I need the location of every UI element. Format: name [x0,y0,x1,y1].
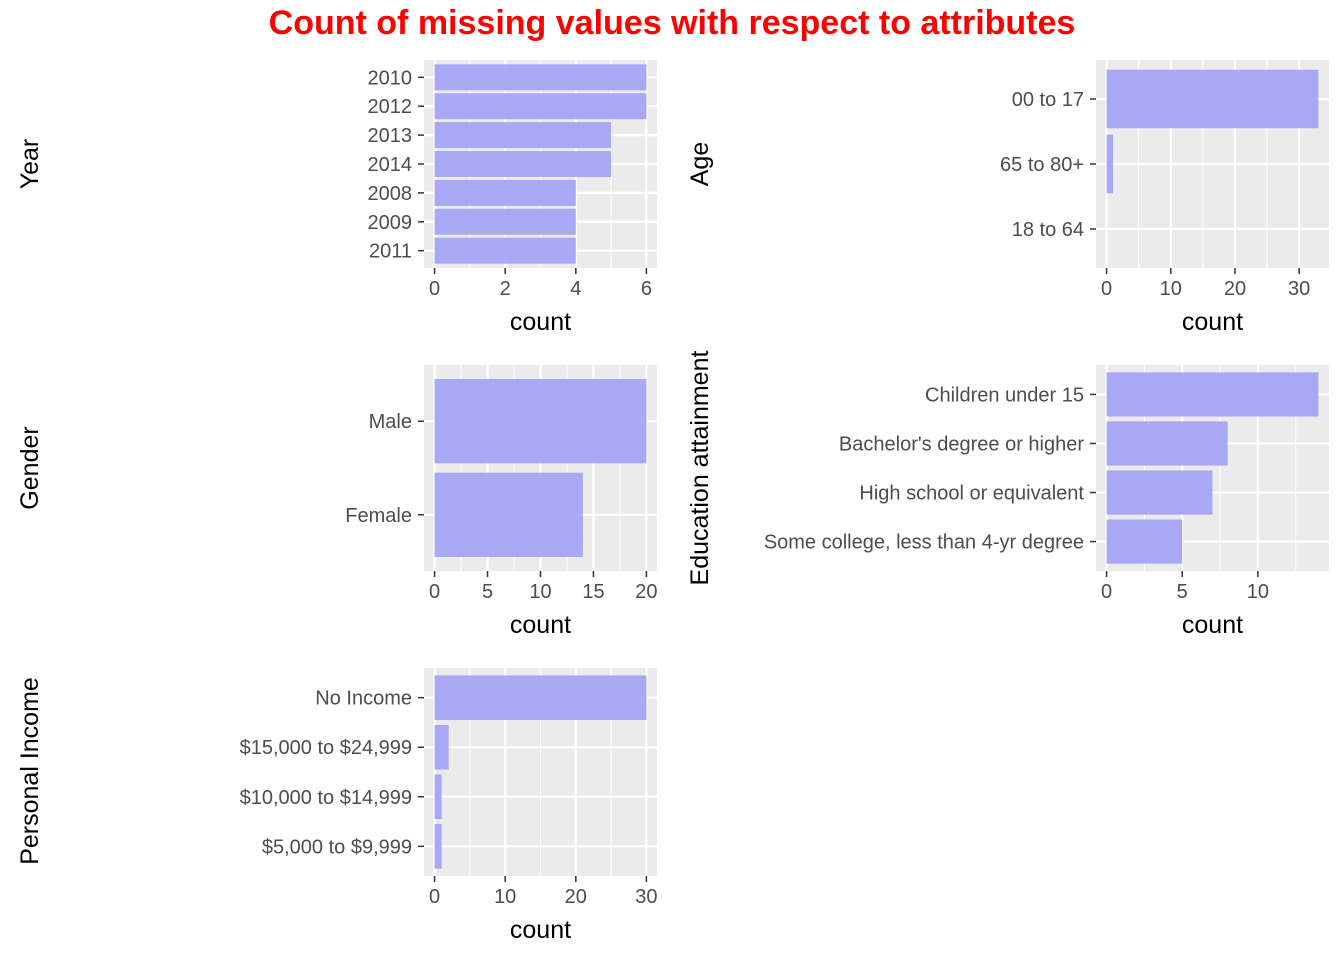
chart-panel-4: Children under 15 Bachelor's degree or hi… [686,351,1329,639]
y-tick-label: 2011 [369,241,412,263]
y-tick-label: High school or equivalent [859,483,1084,505]
x-tick-label: 10 [1247,581,1269,603]
bar [434,379,647,464]
bar [434,64,647,91]
x-tick-label: 4 [570,278,581,300]
bar [434,93,647,120]
x-axis-title: count [1182,308,1243,336]
x-tick-label: 30 [635,886,657,908]
x-tick-label: 20 [635,581,657,603]
x-tick-label: 0 [1101,581,1112,603]
x-tick-label: 10 [529,581,551,603]
chart-panel-2: 00 to 17 65 to 80+ 18 to 64 0 10 20 30 count Age [686,60,1329,336]
bar [434,179,576,206]
chart-panel-3: Male Female 0 5 10 15 20 count Gender [16,365,658,639]
bar [1106,69,1319,129]
x-tick-label: 0 [429,581,440,603]
y-tick-label: $10,000 to $14,999 [240,787,412,809]
bar [1106,134,1114,194]
y-axis-title: Age [686,142,714,186]
bar [434,151,612,177]
y-tick-label: Children under 15 [925,384,1084,406]
y-axis-title: Education attainment [686,351,714,586]
y-tick-label: Bachelor's degree or higher [839,433,1084,455]
y-tick-label: 65 to 80+ [1000,154,1084,176]
y-axis-title: Personal Income [16,677,44,865]
bar [1106,470,1213,515]
y-tick-label: 2010 [368,67,413,89]
x-tick-label: 5 [1177,581,1188,603]
y-axis-title: Gender [16,426,44,509]
bar [434,472,583,557]
x-tick-label: 10 [1160,278,1182,300]
x-axis-title: count [510,611,571,639]
x-tick-label: 15 [582,581,604,603]
x-tick-label: 0 [1101,278,1112,300]
x-tick-label: 2 [500,278,511,300]
x-axis-title: count [510,916,571,944]
bar [434,675,647,720]
x-axis-title: count [1182,611,1243,639]
x-axis-title: count [510,308,571,336]
bar [434,724,449,770]
y-tick-label: 2009 [368,212,413,234]
y-tick-label: $5,000 to $9,999 [262,836,412,858]
y-tick-label: 2013 [368,125,413,147]
x-tick-label: 5 [482,581,493,603]
y-tick-label: Male [369,411,412,433]
y-tick-label: 00 to 17 [1012,89,1084,111]
x-tick-label: 0 [429,278,440,300]
bar [1106,421,1228,466]
bar [434,774,442,820]
y-tick-label: 2012 [368,96,413,118]
y-tick-label: $15,000 to $24,999 [240,737,412,759]
x-tick-label: 6 [641,278,652,300]
y-tick-label: 2014 [368,154,413,176]
chart-panel-1: 2010 2012 2013 2014 2008 2009 2011 0 2 4 6 count Yea… [16,60,657,336]
x-tick-label: 20 [565,886,587,908]
bar [434,208,576,235]
y-tick-label: Some college, less than 4-yr degree [764,532,1084,554]
y-tick-label: 18 to 64 [1012,219,1084,241]
bar [1106,519,1183,564]
y-tick-label: 2008 [368,183,413,205]
chart-title: Count of missing values with respect to … [268,4,1076,42]
chart-panel-5: No Income $15,000 to $24,999 $10,000 to $1… [16,668,658,944]
x-tick-label: 30 [1288,278,1310,300]
bar [434,122,612,149]
bar [434,824,442,869]
bar [434,237,576,264]
x-tick-label: 0 [429,886,440,908]
y-axis-title: Year [16,139,44,190]
y-tick-label: Female [345,505,412,527]
y-tick-label: No Income [315,688,412,710]
bar [1106,372,1319,417]
x-tick-label: 10 [494,886,516,908]
x-tick-label: 20 [1224,278,1246,300]
